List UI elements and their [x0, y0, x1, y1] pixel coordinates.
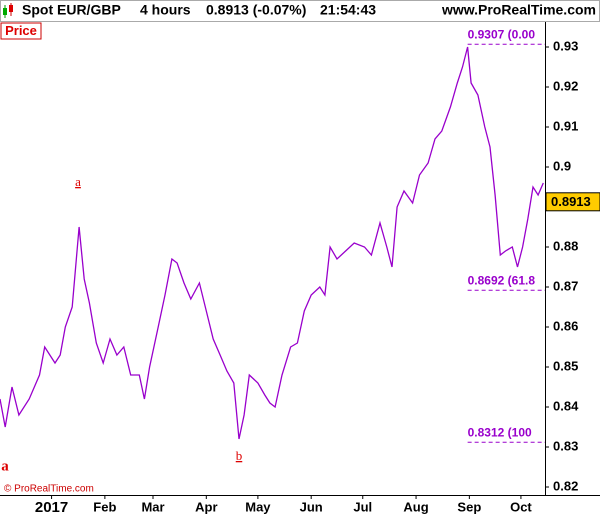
panel-label-box: [0, 22, 42, 40]
panel-label: Price: [5, 23, 37, 38]
y-tick-label: 0.86: [553, 318, 578, 333]
y-tick-label: 0.91: [553, 118, 578, 133]
fib-label: 0.8312 (100: [468, 425, 532, 439]
y-tick-label: 0.85: [553, 358, 578, 373]
site: www.ProRealTime.com: [441, 2, 596, 18]
y-tick-label: 0.9: [553, 158, 571, 173]
time: 21:54:43: [320, 2, 376, 18]
wave-label: a: [75, 174, 81, 189]
instrument: Spot EUR/GBP: [22, 2, 121, 18]
y-tick-label: 0.82: [553, 478, 578, 493]
x-tick-label: 2017: [35, 499, 68, 516]
last-price-box: [545, 192, 600, 212]
y-tick-label: 0.88: [553, 238, 578, 253]
x-tick-label: Sep: [457, 499, 481, 514]
fib-label: 0.9307 (0.00: [468, 27, 536, 41]
y-tick-label: 0.83: [553, 438, 578, 453]
header-icon: [3, 3, 13, 18]
x-tick-label: Oct: [510, 499, 532, 514]
x-tick-label: May: [245, 499, 271, 514]
quote: 0.8913 (-0.07%): [206, 2, 306, 18]
y-tick-label: 0.93: [553, 38, 578, 53]
x-tick-label: Mar: [141, 499, 164, 514]
x-tick-label: Jun: [300, 499, 323, 514]
wave-label: b: [236, 448, 243, 463]
price-line: [0, 46, 544, 440]
last-price-label: 0.8913: [551, 194, 591, 209]
x-tick-label: Apr: [195, 499, 217, 514]
y-tick-label: 0.87: [553, 278, 578, 293]
x-tick-label: Jul: [353, 499, 372, 514]
wave-label: a: [1, 458, 9, 474]
x-tick-label: Feb: [93, 499, 116, 514]
y-tick-label: 0.92: [553, 78, 578, 93]
x-tick-label: Aug: [403, 499, 428, 514]
timeframe: 4 hours: [140, 2, 191, 18]
y-tick-label: 0.84: [553, 398, 579, 413]
copyright: © ProRealTime.com: [4, 484, 94, 495]
fib-label: 0.8692 (61.8: [468, 273, 536, 287]
